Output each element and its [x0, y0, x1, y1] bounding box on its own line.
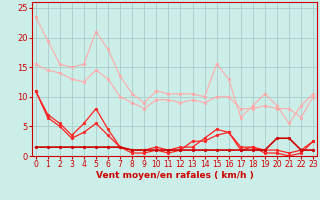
X-axis label: Vent moyen/en rafales ( km/h ): Vent moyen/en rafales ( km/h )	[96, 171, 253, 180]
